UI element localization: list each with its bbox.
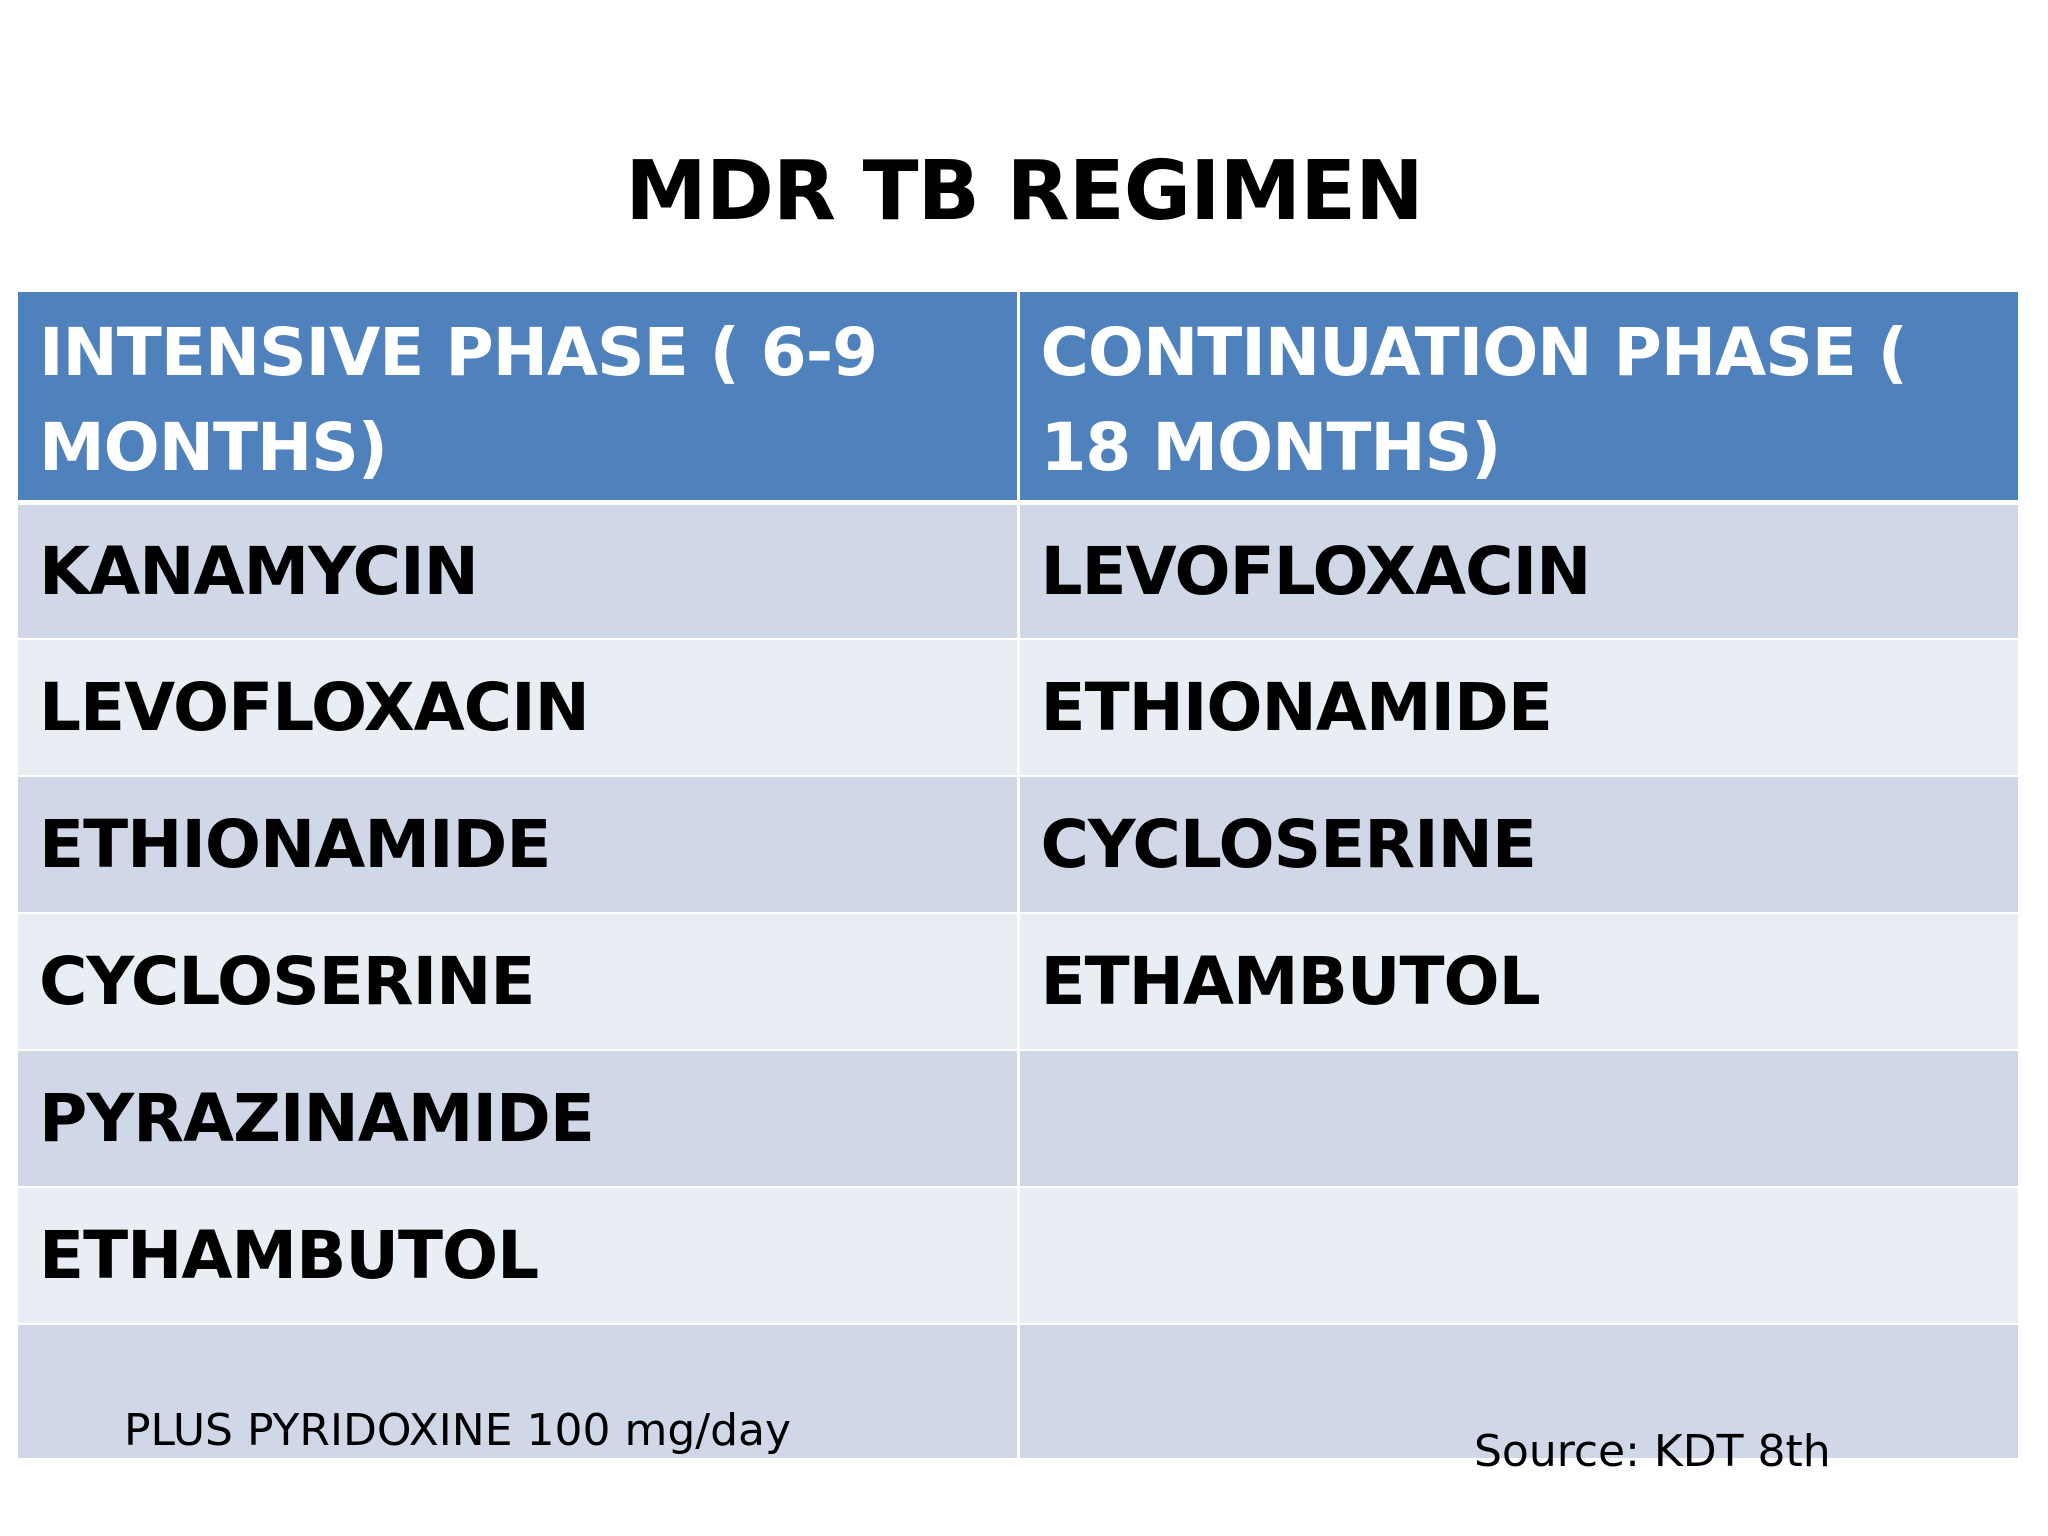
table-row: ETHAMBUTOL [18,1186,2018,1325]
intensive-drug-cell: ETHAMBUTOL [18,1186,1018,1325]
intensive-drug-cell: PYRAZINAMIDE [18,1049,1018,1188]
table-row: LEVOFLOXACIN ETHIONAMIDE [18,638,2018,777]
empty-cell [1016,1323,2018,1460]
intensive-drug-cell: CYCLOSERINE [18,912,1018,1051]
table-row: ETHIONAMIDE CYCLOSERINE [18,775,2018,914]
continuation-drug-cell: CYCLOSERINE [1016,775,2018,914]
continuation-drug-cell [1016,1186,2018,1325]
intensive-drug-cell: ETHIONAMIDE [18,775,1018,914]
pyridoxine-note: PLUS PYRIDOXINE 100 mg/day [18,1323,1018,1460]
header-intensive-phase: INTENSIVE PHASE ( 6-9 MONTHS) [18,292,1018,505]
continuation-drug-cell: ETHIONAMIDE [1016,638,2018,777]
header-continuation-phase: CONTINUATION PHASE ( 18 MONTHS) [1016,292,2018,505]
intensive-drug-cell: LEVOFLOXACIN [18,638,1018,777]
table-footer-row: PLUS PYRIDOXINE 100 mg/day [18,1323,2018,1460]
continuation-drug-cell: ETHAMBUTOL [1016,912,2018,1051]
continuation-drug-cell: LEVOFLOXACIN [1016,501,2018,640]
page-title: MDR TB REGIMEN [625,144,1424,239]
source-citation: Source: KDT 8th [1474,1426,1831,1477]
table-row: CYCLOSERINE ETHAMBUTOL [18,912,2018,1051]
table-row: KANAMYCIN LEVOFLOXACIN [18,501,2018,640]
table-header-row: INTENSIVE PHASE ( 6-9 MONTHS) CONTINUATI… [18,292,2018,505]
regimen-table: INTENSIVE PHASE ( 6-9 MONTHS) CONTINUATI… [18,292,2018,1460]
table-row: PYRAZINAMIDE [18,1049,2018,1188]
continuation-drug-cell [1016,1049,2018,1188]
intensive-drug-cell: KANAMYCIN [18,501,1018,640]
